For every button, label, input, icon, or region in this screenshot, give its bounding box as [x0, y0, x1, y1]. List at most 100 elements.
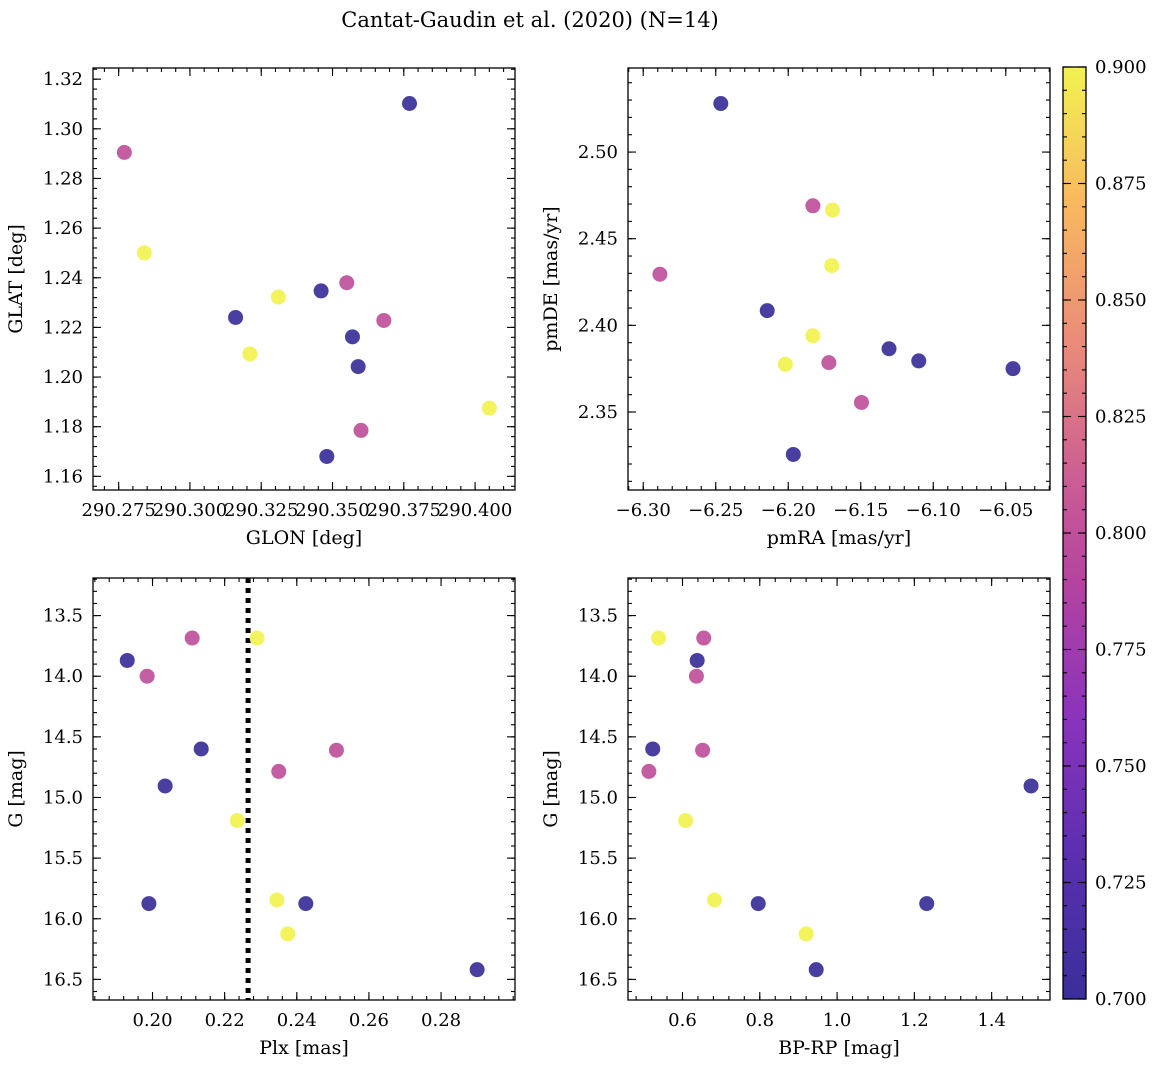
scatter-point-glon-deg-2	[228, 309, 244, 325]
colorbar-tick-label: 0.750	[1095, 756, 1147, 777]
x-tick-label: −6.20	[761, 500, 816, 521]
scatter-point-plx-mas-2	[184, 630, 200, 646]
scatter-point-plx-mas-3	[249, 630, 265, 646]
scatter-point-plx-mas-12	[280, 926, 296, 942]
y-axis-label: pmDE [mas/yr]	[540, 206, 562, 351]
scatter-point-plx-mas-4	[193, 741, 209, 757]
scatter-point-plx-mas-1	[139, 668, 155, 684]
y-tick-label: 15.0	[578, 787, 618, 808]
y-tick-label: 1.20	[43, 367, 83, 388]
colorbar-tick-label: 0.875	[1095, 174, 1147, 195]
scatter-point-bp-rp-mag-5	[695, 742, 711, 758]
scatter-point-bp-rp-mag-0	[651, 630, 667, 646]
scatter-point-bp-rp-mag-2	[689, 652, 705, 668]
x-tick-label: 290.400	[438, 500, 512, 521]
scatter-point-pmra-mas-yr-2	[759, 303, 775, 319]
y-tick-label: 15.0	[43, 787, 83, 808]
y-tick-label: 1.18	[43, 417, 83, 438]
x-tick-label: 290.275	[81, 500, 155, 521]
panel-pmra-pmde: −6.30 −6.25 −6.20 −6.15 −6.10 −6.05 2.35 2.40 2.…	[540, 67, 1051, 549]
colorbar-tick-label: 0.800	[1095, 523, 1147, 544]
y-tick-label: 1.28	[43, 168, 83, 189]
y-tick-label: 13.5	[43, 606, 83, 627]
scatter-point-bp-rp-mag-9	[707, 892, 723, 908]
x-tick-label: −6.15	[833, 500, 888, 521]
y-tick-label: 1.24	[43, 268, 83, 289]
y-axis-label: GLAT [deg]	[5, 224, 27, 334]
scatter-point-plx-mas-7	[328, 742, 344, 758]
scatter-point-glon-deg-3	[242, 346, 258, 362]
x-tick-label: 1.2	[900, 1010, 929, 1031]
figure-title: Cantat-Gaudin et al. (2020) (N=14)	[341, 8, 719, 32]
x-axis-label: Plx [mas]	[259, 1037, 349, 1059]
y-tick-label: 15.5	[43, 848, 83, 869]
y-tick-label: 1.32	[43, 69, 83, 90]
panel-plx-g: 0.20 0.22 0.24 0.26 0.28 13.5 14.0 14.5 15.0 15.5…	[5, 577, 516, 1059]
scatter-point-glon-deg-11	[376, 312, 392, 328]
scatter-point-bp-rp-mag-8	[678, 813, 694, 829]
x-tick-label: 0.24	[277, 1010, 317, 1031]
colorbar-tick-label: 0.700	[1095, 989, 1147, 1010]
y-axis-label: G [mag]	[5, 750, 27, 828]
scatter-point-bp-rp-mag-3	[688, 668, 704, 684]
scatter-point-glon-deg-10	[353, 422, 369, 438]
scatter-point-glon-deg-4	[270, 289, 286, 305]
x-axis-label: BP-RP [mag]	[778, 1037, 900, 1059]
colorbar-tick-label: 0.850	[1095, 290, 1147, 311]
scatter-point-pmra-mas-yr-0	[713, 96, 729, 112]
scatter-point-pmra-mas-yr-5	[824, 258, 840, 274]
scatter-point-pmra-mas-yr-10	[881, 341, 897, 357]
scatter-point-plx-mas-5	[157, 778, 173, 794]
y-tick-label: 2.40	[578, 315, 618, 336]
scatter-point-glon-deg-6	[339, 275, 355, 291]
scatter-point-plx-mas-9	[141, 896, 157, 912]
x-tick-label: −6.10	[906, 500, 961, 521]
x-tick-label: 1.0	[823, 1010, 852, 1031]
scatter-point-glon-deg-5	[313, 283, 329, 299]
y-tick-label: 14.0	[578, 666, 618, 687]
scatter-point-glon-deg-0	[116, 144, 132, 160]
y-tick-label: 14.5	[43, 727, 83, 748]
y-tick-label: 14.0	[43, 666, 83, 687]
y-tick-label: 2.45	[578, 229, 618, 250]
panel-glon-glat: 290.275290.300290.325290.350290.375290.4…	[5, 67, 516, 549]
scatter-point-pmra-mas-yr-6	[805, 328, 821, 344]
y-tick-label: 15.5	[578, 848, 618, 869]
y-axis-label: G [mag]	[540, 750, 562, 828]
x-tick-label: 290.375	[367, 500, 441, 521]
scatter-point-pmra-mas-yr-13	[1005, 361, 1021, 377]
x-tick-label: 0.20	[132, 1010, 172, 1031]
plot-frame	[627, 577, 1051, 1001]
colorbar-tick-label: 0.725	[1095, 873, 1147, 894]
scatter-point-pmra-mas-yr-7	[777, 356, 793, 372]
scatter-point-plx-mas-11	[298, 896, 314, 912]
x-axis-label: pmRA [mas/yr]	[767, 527, 911, 549]
y-tick-label: 16.0	[578, 909, 618, 930]
scatter-point-pmra-mas-yr-9	[853, 394, 869, 410]
scatter-point-pmra-mas-yr-11	[911, 353, 927, 369]
scatter-point-bp-rp-mag-4	[645, 741, 661, 757]
scatter-point-glon-deg-12	[402, 95, 417, 111]
y-tick-label: 2.35	[578, 402, 618, 423]
x-tick-label: 0.22	[205, 1010, 245, 1031]
colorbar-tick-label: 0.775	[1095, 640, 1147, 661]
x-tick-label: 290.350	[295, 500, 369, 521]
x-tick-label: 0.6	[668, 1010, 697, 1031]
y-tick-label: 1.26	[43, 218, 83, 239]
scatter-point-bp-rp-mag-11	[919, 896, 935, 912]
scatter-point-bp-rp-mag-10	[750, 896, 766, 912]
panel-bprp-g: 0.6 0.8 1.0 1.2 1.4 13.5 14.0 14.5 15.0 15.5 16.0 1…	[540, 577, 1051, 1059]
y-tick-label: 1.16	[43, 466, 83, 487]
scatter-point-glon-deg-8	[344, 329, 360, 345]
scatter-point-plx-mas-10	[269, 892, 285, 908]
y-tick-label: 14.5	[578, 727, 618, 748]
x-tick-label: 0.8	[745, 1010, 774, 1031]
scatter-point-bp-rp-mag-6	[641, 763, 657, 779]
scatter-point-pmra-mas-yr-12	[785, 446, 801, 462]
colorbar-tick-label: 0.825	[1095, 407, 1147, 428]
scatter-point-pmra-mas-yr-3	[805, 198, 821, 214]
scatter-point-pmra-mas-yr-8	[821, 355, 837, 371]
scatter-point-pmra-mas-yr-1	[652, 266, 668, 282]
scatter-point-pmra-mas-yr-4	[824, 202, 840, 218]
